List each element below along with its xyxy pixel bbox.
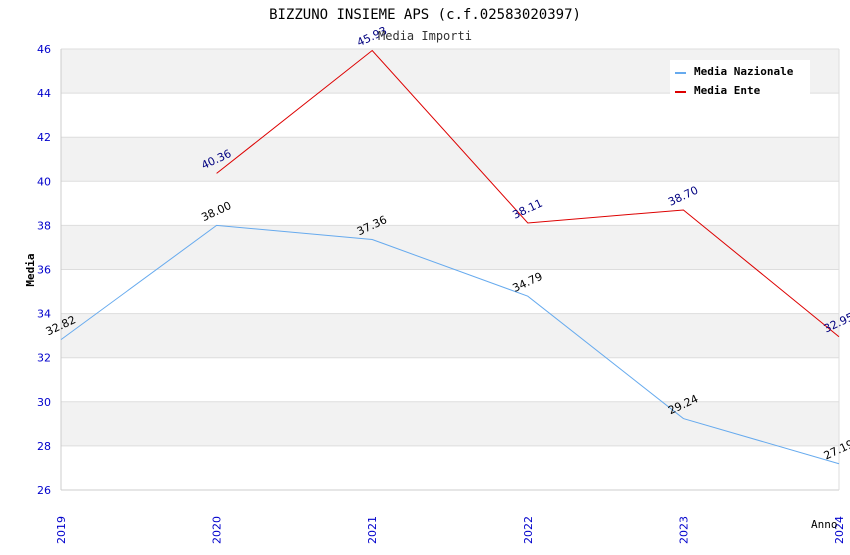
x-tick-label: 2023	[677, 516, 690, 544]
x-tick-label: 2021	[366, 516, 379, 544]
x-tick-label: 2022	[522, 516, 535, 544]
y-tick-label: 26	[37, 484, 51, 497]
legend-label-media-nazionale: Media Nazionale	[694, 65, 794, 78]
series-line	[216, 49, 840, 338]
x-tick-label: 2019	[55, 516, 68, 544]
y-tick-label: 36	[37, 264, 51, 277]
x-tick-label: 2024	[833, 516, 846, 544]
grid-band	[61, 313, 839, 358]
axes: 26 28 30 32 34 36 38 40 42 44 46 2019 2020 2021 2022 20…	[37, 43, 846, 544]
y-axis-label: Media	[24, 253, 37, 286]
legend: Media Nazionale Media Ente	[670, 60, 810, 98]
y-tick-label: 28	[37, 440, 51, 453]
legend-label-media-ente: Media Ente	[694, 84, 761, 97]
x-axis-label: Anno	[811, 518, 838, 531]
series-line	[60, 224, 840, 465]
y-tick-label: 40	[37, 175, 51, 188]
grid-band	[61, 401, 839, 446]
chart-subtitle: Media Importi	[378, 29, 472, 43]
y-tick-label: 30	[37, 396, 51, 409]
chart-title: BIZZUNO INSIEME APS (c.f.02583020397)	[269, 7, 581, 23]
data-label: 38.70	[666, 184, 700, 209]
y-tick-label: 42	[37, 131, 51, 144]
grid-band	[61, 137, 839, 182]
series-lines	[60, 49, 840, 465]
grid-band	[61, 225, 839, 270]
data-label: 38.00	[199, 199, 233, 224]
x-tick-label: 2020	[211, 516, 224, 544]
y-tick-label: 44	[37, 87, 51, 100]
legend-box	[670, 60, 810, 98]
grid-bands	[61, 49, 839, 446]
data-label: 38.11	[511, 197, 545, 222]
y-tick-label: 32	[37, 352, 51, 365]
y-tick-label: 46	[37, 43, 51, 56]
y-tick-label: 34	[37, 308, 51, 321]
data-label: 34.79	[511, 270, 545, 295]
y-tick-label: 38	[37, 219, 51, 232]
